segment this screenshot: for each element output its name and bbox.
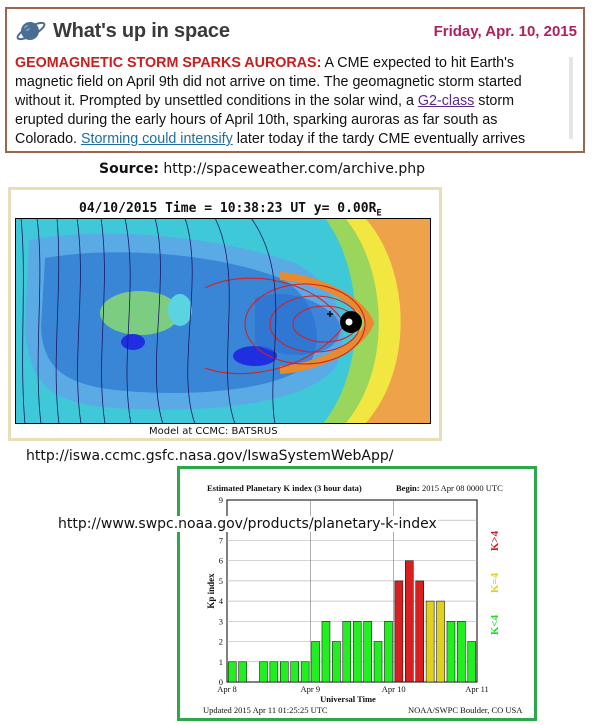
news-date: Friday, Apr. 10, 2015: [433, 23, 577, 40]
kchart-legend-entry: K<4: [489, 614, 501, 635]
kchart-bar: [300, 661, 310, 683]
news-body-1: A CME expected to hit Earth's magnetic f…: [15, 55, 522, 109]
kchart-bar: [394, 580, 404, 683]
kchart-bar: [457, 621, 466, 683]
kchart-ytick-label: 3: [219, 616, 223, 626]
kchart-ytick-label: 2: [219, 637, 223, 647]
kchart-begin-value: 2015 Apr 08 0000 UTC: [422, 483, 503, 493]
kchart-bar: [467, 641, 477, 683]
storming-link[interactable]: Storming could intensify: [80, 131, 233, 147]
kchart-bar: [415, 580, 424, 683]
kchart-bar: [259, 661, 268, 683]
green-lobe: [100, 291, 180, 335]
kchart-footer-credit: NOAA/SWPC Boulder, CO USA: [408, 705, 523, 715]
kchart-ytick-label: 0: [219, 677, 223, 687]
kchart-bar: [342, 621, 352, 683]
cyan-lobe: [168, 294, 192, 326]
blue-patch-1: [121, 334, 145, 350]
iswa-url[interactable]: http://iswa.ccmc.gsfc.nasa.gov/IswaSyste…: [26, 448, 394, 464]
simulation-title-sub: E: [376, 208, 382, 219]
kindex-chart: Estimated Planetary K index (3 hour data…: [203, 483, 523, 715]
kchart-bar: [238, 661, 247, 683]
kchart-bar: [332, 641, 341, 683]
simulation-panel: 04/10/2015 Time = 10:38:23 UT y= 0.00RE: [8, 187, 442, 441]
simulation-caption: Model at CCMC: BATSRUS: [149, 426, 278, 437]
earth-highlight: [345, 318, 353, 326]
news-body-3: later today if the tardy CME eventually …: [232, 131, 526, 147]
news-panel: What's up in space Friday, Apr. 10, 2015…: [5, 7, 585, 153]
kchart-bar: [227, 661, 237, 683]
kchart-bar: [352, 621, 362, 683]
news-scrollbar[interactable]: [569, 57, 573, 139]
kchart-bar: [269, 661, 279, 683]
kchart-ytick-label: 6: [219, 556, 223, 566]
magnetosphere-plot: [15, 218, 431, 424]
kchart-ytick-label: 7: [219, 535, 223, 545]
kchart-bar: [436, 600, 445, 683]
kchart-xtick-label: Apr 10: [382, 684, 406, 694]
kchart-ylabel: Kp index: [206, 573, 216, 609]
kchart-ytick-label: 4: [219, 596, 224, 606]
earth-marker: [327, 311, 333, 317]
simulation-title-text: 04/10/2015 Time = 10:38:23 UT y= 0.00R: [79, 201, 377, 216]
g2-class-link[interactable]: G2-class: [417, 93, 475, 109]
news-headline: GEOMAGNETIC STORM SPARKS AURORAS:: [15, 55, 322, 71]
news-text: GEOMAGNETIC STORM SPARKS AURORAS: A CME …: [15, 54, 563, 149]
planet-icon: [16, 21, 46, 41]
kchart-xlabel: Universal Time: [320, 694, 376, 704]
kindex-url[interactable]: http://www.swpc.noaa.gov/products/planet…: [57, 516, 438, 532]
kchart-footer-updated: Updated 2015 Apr 11 01:25:25 UTC: [203, 705, 328, 715]
source-label: Source:: [99, 161, 159, 177]
kchart-bar: [311, 641, 320, 683]
kchart-xtick-label: Apr 9: [301, 684, 321, 694]
kchart-ytick-label: 9: [219, 495, 223, 505]
kchart-ytick-label: 1: [219, 657, 223, 667]
field-lines-dark: [20, 218, 277, 424]
kchart-bar: [384, 621, 393, 683]
source-url[interactable]: http://spaceweather.com/archive.php: [158, 161, 426, 177]
kchart-legend-entry: K>4: [489, 530, 501, 551]
kchart-bar: [280, 661, 289, 683]
kchart-legend-entry: K=4: [489, 572, 501, 593]
site-title: What's up in space: [53, 20, 230, 42]
kchart-ytick-label: 5: [219, 576, 223, 586]
source-line: Source: http://spaceweather.com/archive.…: [99, 161, 425, 177]
kchart-title: Estimated Planetary K index (3 hour data…: [207, 483, 362, 493]
kchart-bar: [363, 621, 372, 683]
kchart-xtick-label: Apr 8: [217, 684, 237, 694]
kchart-bar: [405, 560, 414, 683]
kchart-xtick-label: Apr 11: [465, 684, 489, 694]
kindex-panel: Estimated Planetary K index (3 hour data…: [177, 466, 537, 721]
kchart-bar: [446, 621, 456, 683]
blue-patch-2: [233, 346, 277, 366]
kchart-bar: [425, 600, 435, 683]
kchart-begin-label: Begin:: [396, 483, 420, 493]
kchart-bar: [290, 661, 299, 683]
simulation-title: 04/10/2015 Time = 10:38:23 UT y= 0.00RE: [79, 201, 382, 219]
kchart-bar: [373, 641, 383, 683]
news-body-2: storm erupted during the early hours of …: [15, 93, 515, 147]
kchart-bar: [321, 621, 331, 683]
